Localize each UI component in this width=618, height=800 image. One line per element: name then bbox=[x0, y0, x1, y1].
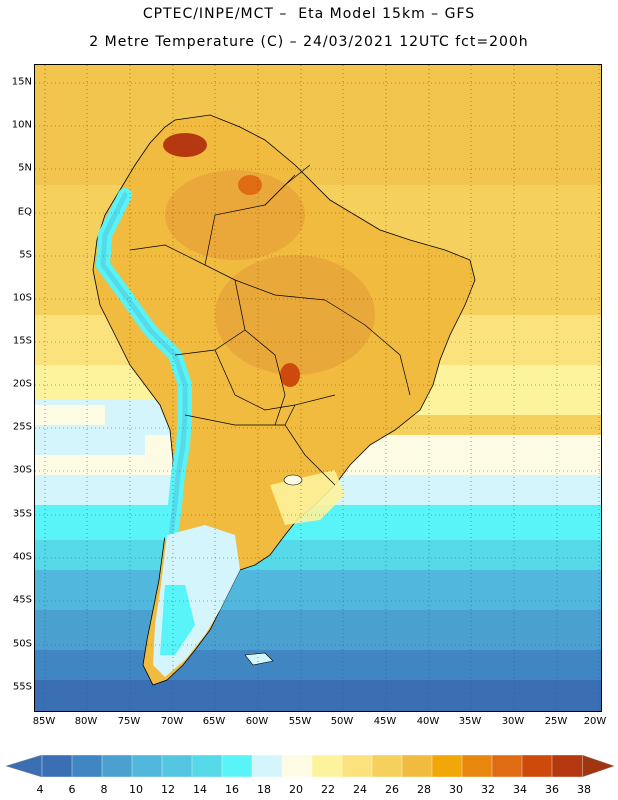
lon-label: 65W bbox=[202, 716, 226, 727]
colorbar-label: 18 bbox=[257, 783, 271, 796]
lat-label: 5N bbox=[18, 162, 32, 174]
colorbar-swatch bbox=[251, 754, 283, 778]
colorbar-swatch bbox=[131, 754, 163, 778]
colorbar-label: 28 bbox=[417, 783, 431, 796]
lat-label: 5S bbox=[19, 249, 32, 261]
lat-label: 35S bbox=[12, 508, 32, 520]
colorbar-label: 4 bbox=[36, 783, 44, 796]
colorbar-label: 6 bbox=[68, 783, 76, 796]
colorbar-swatch bbox=[221, 754, 253, 778]
colorbar-label: 16 bbox=[225, 783, 239, 796]
colorbar-label: 24 bbox=[353, 783, 367, 796]
lon-label: 45W bbox=[373, 716, 397, 727]
lon-label: 70W bbox=[160, 716, 184, 727]
map-title: CPTEC/INPE/MCT – Eta Model 15km – GFS bbox=[142, 6, 476, 22]
colorbar-label: 30 bbox=[449, 783, 463, 796]
colorbar-swatch bbox=[311, 754, 343, 778]
colorbar-under-arrow bbox=[5, 754, 43, 778]
lat-label: 15N bbox=[11, 76, 32, 88]
lon-label: 30W bbox=[501, 716, 525, 727]
lon-label: 75W bbox=[117, 716, 141, 727]
colorbar-swatch bbox=[41, 754, 73, 778]
colorbar-label: 22 bbox=[321, 783, 335, 796]
lat-label: 15S bbox=[12, 335, 32, 347]
colorbar-over-arrow bbox=[581, 754, 615, 778]
lon-label: 50W bbox=[330, 716, 354, 727]
map-subtitle: 2 Metre Temperature (C) – 24/03/2021 12U… bbox=[89, 34, 529, 50]
colorbar-swatch bbox=[191, 754, 223, 778]
colorbar-label: 8 bbox=[100, 783, 108, 796]
colorbar-swatch bbox=[101, 754, 133, 778]
colorbar-swatch bbox=[551, 754, 583, 778]
colorbar-label: 38 bbox=[577, 783, 591, 796]
lat-label: EQ bbox=[17, 206, 32, 218]
lat-label: 55S bbox=[12, 681, 32, 693]
lon-label: 40W bbox=[416, 716, 440, 727]
lon-label: 25W bbox=[544, 716, 568, 727]
colorbar-label: 32 bbox=[481, 783, 495, 796]
colorbar-label: 10 bbox=[129, 783, 143, 796]
colorbar-swatch bbox=[461, 754, 493, 778]
graticule bbox=[35, 65, 601, 711]
colorbar-swatch bbox=[71, 754, 103, 778]
lat-label: 45S bbox=[12, 594, 32, 606]
colorbar-swatch bbox=[371, 754, 403, 778]
colorbar-label: 20 bbox=[289, 783, 303, 796]
colorbar-label: 34 bbox=[513, 783, 527, 796]
lat-label: 40S bbox=[12, 551, 32, 563]
colorbar-label: 12 bbox=[161, 783, 175, 796]
lat-label: 50S bbox=[12, 638, 32, 650]
colorbar-swatch bbox=[491, 754, 523, 778]
colorbar-swatch bbox=[431, 754, 463, 778]
colorbar-label: 14 bbox=[193, 783, 207, 796]
lon-label: 35W bbox=[458, 716, 482, 727]
lat-label: 25S bbox=[12, 421, 32, 433]
temperature-colorbar bbox=[5, 754, 615, 778]
colorbar-swatch bbox=[161, 754, 193, 778]
colorbar-swatch bbox=[341, 754, 373, 778]
colorbar-label: 36 bbox=[545, 783, 559, 796]
lon-label: 20W bbox=[583, 716, 607, 727]
temperature-map bbox=[34, 64, 602, 712]
lat-label: 20S bbox=[12, 378, 32, 390]
lon-label: 80W bbox=[74, 716, 98, 727]
lat-label: 10S bbox=[12, 292, 32, 304]
lon-label: 60W bbox=[245, 716, 269, 727]
colorbar-swatch bbox=[521, 754, 553, 778]
colorbar-label: 26 bbox=[385, 783, 399, 796]
colorbar-swatch bbox=[281, 754, 313, 778]
colorbar-swatch bbox=[401, 754, 433, 778]
lat-label: 30S bbox=[12, 464, 32, 476]
lat-label: 10N bbox=[11, 119, 32, 131]
lon-label: 55W bbox=[288, 716, 312, 727]
lon-label: 85W bbox=[32, 716, 56, 727]
